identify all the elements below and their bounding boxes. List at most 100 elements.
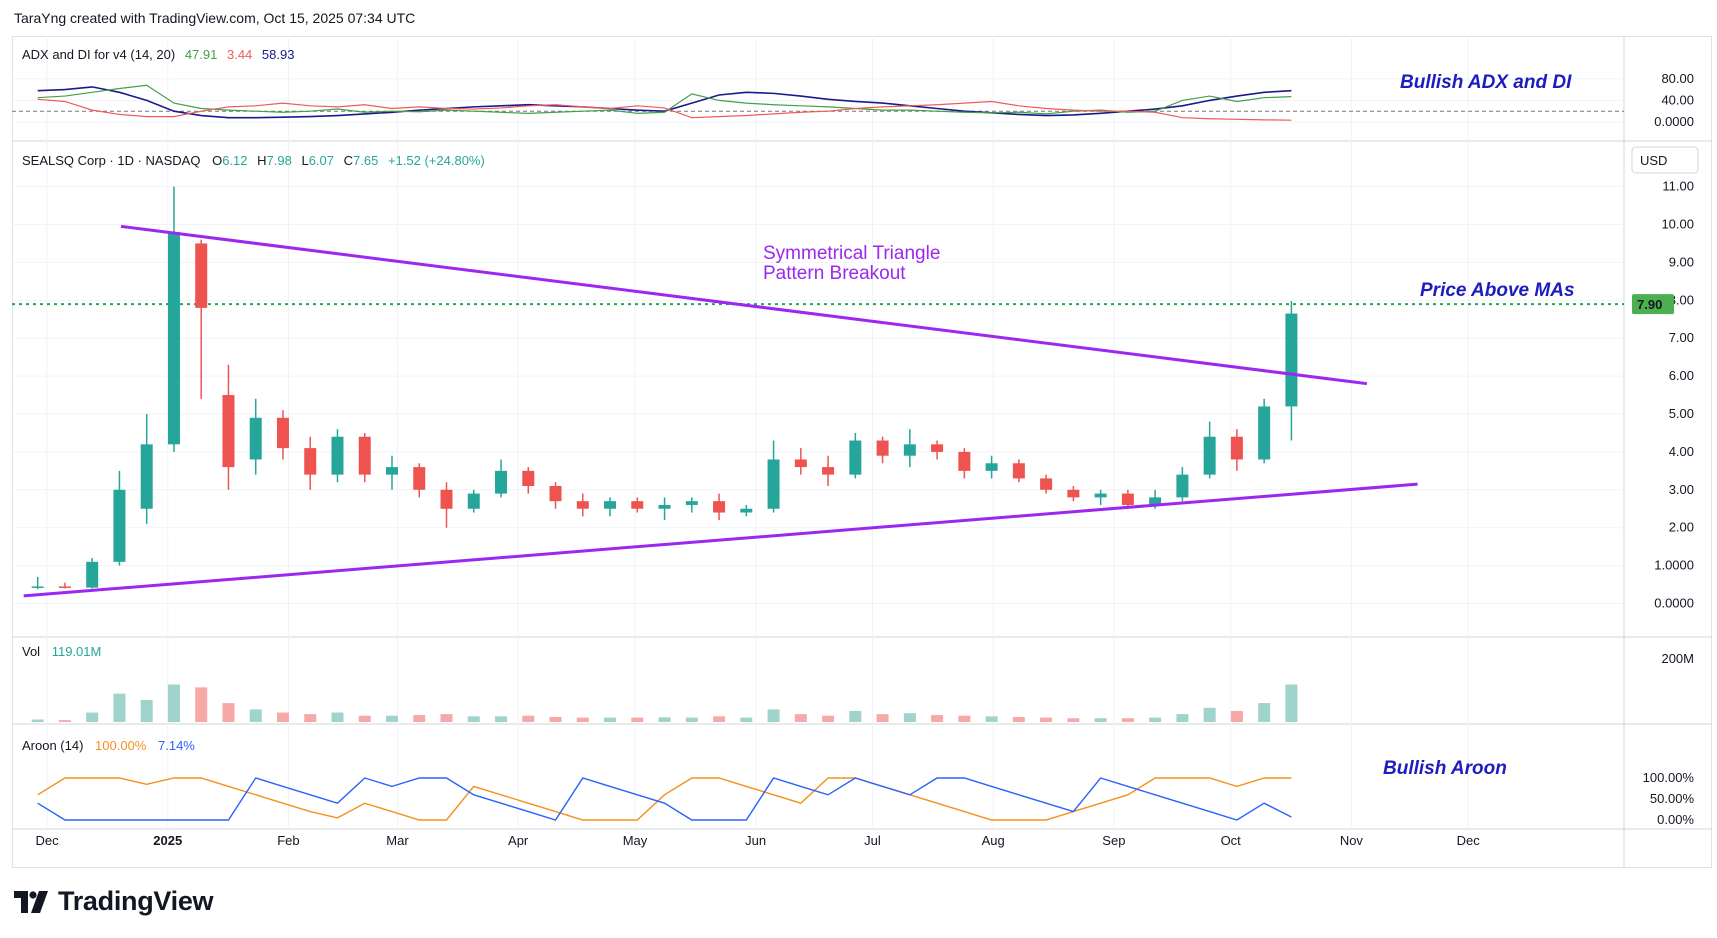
volume-bar	[740, 717, 753, 722]
currency-button-bg[interactable]	[1631, 146, 1699, 174]
candle-body	[1203, 436, 1216, 475]
volume-bar	[495, 716, 508, 722]
adx-legend: ADX and DI for v4 (14, 20) 47.91 3.44 58…	[22, 47, 294, 62]
volume-bar	[767, 709, 780, 722]
candle-body	[740, 508, 753, 513]
candle-body	[903, 444, 916, 456]
volume-bar	[58, 720, 71, 722]
ohlc-o-val: 6.12	[222, 153, 247, 168]
time-tick: May	[623, 833, 648, 848]
candle-body	[658, 504, 671, 509]
volume-bar	[631, 717, 644, 722]
candle-body	[576, 501, 589, 509]
adx-tick: 40.00	[1661, 92, 1694, 107]
candle-body	[1040, 478, 1053, 490]
candle-body	[31, 586, 44, 588]
tradingview-logo-icon	[14, 890, 48, 913]
candle-body	[222, 395, 235, 468]
candle-body	[522, 470, 535, 487]
price-tick: 0.0000	[1654, 596, 1694, 611]
volume-bar	[849, 710, 862, 722]
aroon-legend: Aroon (14) 100.00% 7.14%	[22, 738, 195, 753]
candlesticks	[31, 186, 1298, 590]
candle-body	[195, 243, 208, 308]
time-tick: Dec	[1457, 833, 1481, 848]
candle-body	[822, 467, 835, 475]
candle-body	[685, 501, 698, 505]
price-pane[interactable]: SEALSQ Corp · 1D · NASDAQ O6.12 H7.98 L6…	[12, 153, 1624, 598]
lower-trendline[interactable]	[23, 482, 1418, 598]
volume-bar	[195, 687, 208, 722]
time-tick: Apr	[508, 833, 529, 848]
triangle-annotation-line2: Pattern Breakout	[763, 263, 906, 284]
volume-pane[interactable]: Vol 119.01M	[22, 644, 1298, 722]
last-price-label: 7.90	[1637, 297, 1662, 312]
candle-body	[958, 451, 971, 471]
pane-separators	[12, 36, 1712, 868]
volume-bar	[985, 716, 998, 722]
adx-pane[interactable]: ADX and DI for v4 (14, 20) 47.91 3.44 58…	[12, 47, 1624, 121]
volume-bar	[794, 714, 807, 722]
price-axis-ticks: 11.00 10.00 9.00 8.00 7.00 6.00 5.00 4.0…	[1654, 179, 1694, 611]
price-legend: SEALSQ Corp · 1D · NASDAQ O6.12 H7.98 L6…	[22, 153, 485, 168]
volume-bar	[822, 715, 835, 722]
ohlc-l-key: L	[301, 153, 308, 168]
price-tick: 4.00	[1669, 444, 1694, 459]
adx-line	[37, 86, 1292, 119]
ohlc-c-val: 7.65	[353, 153, 378, 168]
time-tick: Feb	[277, 833, 299, 848]
price-above-annotation: Price Above MAs	[1420, 280, 1575, 301]
price-axis[interactable]: 80.00 40.00 0.0000 11.00 10.00 9.00 8.00…	[1631, 71, 1699, 827]
candle-body	[58, 586, 71, 588]
adx-legend-diplus: 58.93	[262, 47, 295, 62]
upper-trendline[interactable]	[120, 224, 1368, 386]
aroon-legend-up: 100.00%	[95, 738, 147, 753]
volume-legend-name: Vol	[22, 644, 40, 659]
price-tick: 5.00	[1669, 406, 1694, 421]
triangle-annotation-line1: Symmetrical Triangle	[763, 243, 940, 264]
volume-bar	[440, 714, 453, 722]
candle-body	[876, 440, 889, 456]
candle-body	[631, 501, 644, 509]
tradingview-logo[interactable]: TradingView	[14, 886, 214, 917]
time-tick: Oct	[1221, 833, 1242, 848]
candle-body	[1176, 474, 1189, 498]
di-plus-line	[37, 84, 1292, 115]
volume-legend-value: 119.01M	[52, 644, 102, 659]
price-tick: 2.00	[1669, 520, 1694, 535]
candle-body	[794, 459, 807, 468]
aroon-legend-down: 7.14%	[158, 738, 195, 753]
candle-body	[1012, 463, 1025, 479]
aroon-pane[interactable]: Aroon (14) 100.00% 7.14% Bullish Aroon	[22, 738, 1507, 821]
price-tick: 10.00	[1661, 217, 1694, 232]
time-tick: Dec	[35, 833, 59, 848]
volume-bar	[358, 715, 371, 722]
candle-body	[495, 470, 508, 494]
adx-axis-ticks: 80.00 40.00 0.0000	[1654, 71, 1694, 129]
volume-bar	[549, 716, 562, 722]
price-tick: 7.00	[1669, 330, 1694, 345]
candle-body	[1067, 489, 1080, 498]
candle-body	[113, 489, 126, 562]
adx-legend-adx: 47.91	[185, 47, 218, 62]
aroon-axis-ticks: 100.00% 50.00% 0.00%	[1643, 770, 1695, 827]
adx-legend-name: ADX and DI for v4 (14, 20)	[22, 47, 175, 62]
time-axis[interactable]: Dec 2025 Feb Mar Apr May Jun Jul Aug Sep…	[35, 833, 1480, 848]
volume-bar	[522, 715, 535, 722]
tradingview-logo-text: TradingView	[58, 886, 214, 916]
volume-bar	[958, 715, 971, 722]
volume-bars	[31, 684, 1298, 722]
time-tick: Aug	[982, 833, 1005, 848]
volume-bar	[276, 712, 289, 722]
time-tick: Sep	[1102, 833, 1125, 848]
price-change: +1.52 (+24.80%)	[388, 153, 485, 168]
candle-body	[358, 436, 371, 475]
candle-body	[467, 493, 480, 509]
aroon-tick: 50.00%	[1650, 791, 1695, 806]
candle-body	[767, 459, 780, 509]
currency-button[interactable]: USD	[1640, 153, 1667, 168]
volume-bar	[1067, 718, 1080, 722]
price-tick: 3.00	[1669, 482, 1694, 497]
candle-body	[1094, 493, 1107, 498]
